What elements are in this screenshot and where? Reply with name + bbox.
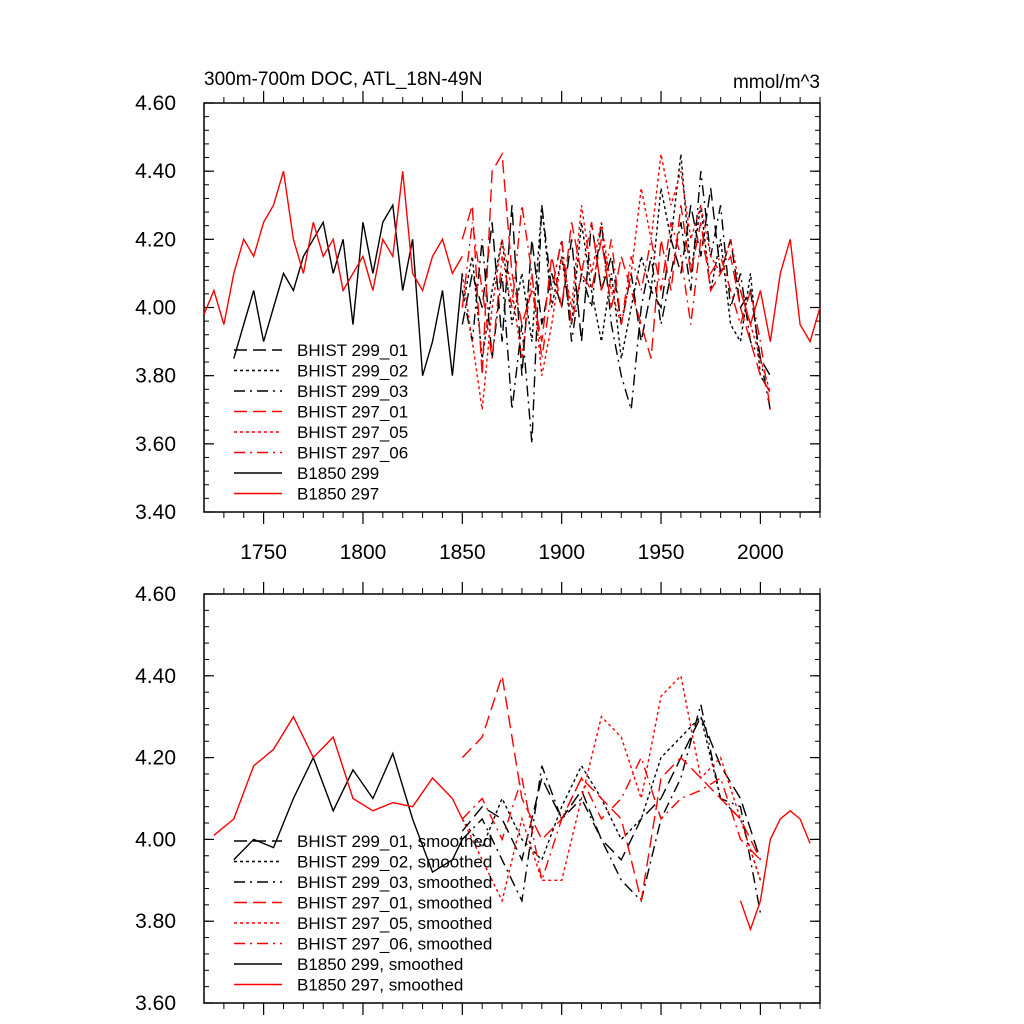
legend-label: BHIST 297_06, smoothed [297,935,492,954]
legend-label: BHIST 299_03, smoothed [297,873,492,892]
chart-title: 300m-700m DOC, ATL_18N-49N [204,69,482,90]
y-tick-label: 4.60 [135,583,176,606]
y-tick-label: 3.80 [135,365,176,388]
legend-label: B1850 299, smoothed [297,955,463,974]
legend-label: B1850 299 [297,464,379,483]
series-line-0-7 [203,171,463,325]
panel-bottom: 3.60 3.80 4.00 4.20 4.40 4.60 BHIST 299_01, s… [135,582,821,1015]
x-tick-label: 1850 [439,541,486,564]
series-line-1-5 [461,755,761,884]
legend-label: BHIST 297_01, smoothed [297,894,492,913]
series-group-top [203,151,821,444]
y-tick-label: 3.60 [135,433,176,456]
legend-label: BHIST 297_05 [297,423,408,442]
legend-label: BHIST 299_02, smoothed [297,853,492,872]
panel-top: 300m-700m DOC, ATL_18N-49N mmol/m^3 3.40… [135,69,821,564]
y-tick-label: 4.40 [135,665,176,688]
series-line-0-2 [461,171,771,444]
legend-label: BHIST 299_03 [297,382,408,401]
y-tick-label: 4.00 [135,828,176,851]
y-tick-label: 4.60 [135,92,176,115]
series-line-1-0 [461,714,762,862]
x-tick-label: 1900 [538,541,585,564]
legend-label: B1850 297, smoothed [297,976,463,995]
axis-ticks-bottom: 3.60 3.80 4.00 4.20 4.40 4.60 [135,582,821,1015]
y-tick-label: 3.60 [135,992,176,1015]
series-line-0-4 [461,153,771,410]
x-tick-label: 2000 [737,541,784,564]
legend-label: BHIST 297_01 [297,403,408,422]
series-line-1-1 [461,715,762,881]
series-line-1-7 [213,715,463,836]
y-tick-label: 4.20 [135,747,176,770]
y-tick-label: 3.40 [135,501,176,524]
y-tick-label: 3.80 [135,910,176,933]
series-line-1-3 [461,675,762,901]
units-label: mmol/m^3 [733,72,820,93]
y-tick-label: 4.20 [135,228,176,251]
series-line-1-4 [461,674,762,903]
x-tick-label: 1800 [340,541,387,564]
series-line-0-7 [739,239,821,344]
series-line-0-0 [461,188,771,377]
series-line-1-7 [739,809,811,932]
series-line-1-6 [233,751,463,874]
series-line-0-1 [461,154,771,394]
axis-ticks-top: 3.40 3.60 3.80 4.00 4.20 4.40 4.60 1750 1800 1850… [135,91,821,564]
series-line-1-2 [461,704,762,914]
plot-frame-bottom [203,593,821,1004]
series-group-bottom [213,674,811,932]
y-tick-label: 4.40 [135,160,176,183]
legend-bottom: BHIST 299_01, smoothed BHIST 299_02, smoo… [234,832,492,995]
legend-label: BHIST 297_06 [297,444,408,463]
y-tick-label: 4.00 [135,297,176,320]
legend-label: BHIST 299_02 [297,362,408,381]
legend-label: B1850 297 [297,485,379,504]
legend-label: BHIST 299_01, smoothed [297,832,492,851]
legend-label: BHIST 297_05, smoothed [297,914,492,933]
x-tick-label: 1750 [240,541,287,564]
legend-label: BHIST 299_01 [297,341,408,360]
x-tick-label: 1950 [638,541,685,564]
series-line-0-5 [461,205,771,410]
